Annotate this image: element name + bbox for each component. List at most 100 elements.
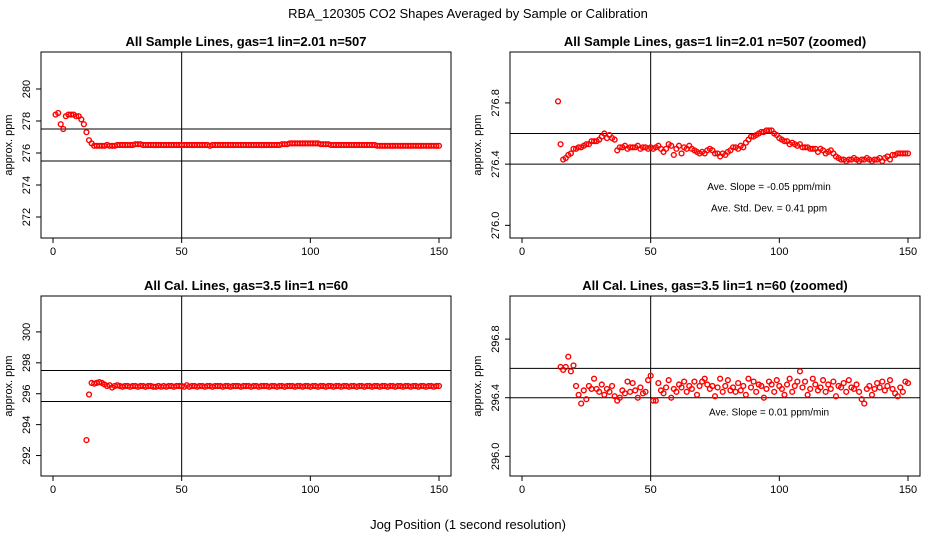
data-point (675, 142, 683, 149)
data-point (760, 394, 767, 401)
data-point (626, 388, 634, 395)
data-point (801, 378, 809, 385)
data-point (83, 436, 90, 444)
x-tick-label: 50 (645, 246, 657, 258)
x-tick-label: 100 (301, 484, 319, 496)
data-point (804, 391, 811, 398)
data-point (840, 379, 847, 387)
y-tick-label: 294 (21, 415, 33, 433)
annotation-text: Ave. Slope = 0.01 ppm/min (709, 407, 829, 418)
data-point (578, 400, 585, 407)
data-point (832, 393, 840, 400)
data-point (583, 141, 590, 148)
panel-1: All Sample Lines, gas=1 lin=2.01 n=507 0 5… (3, 34, 452, 258)
x-tick-label: 100 (770, 484, 788, 496)
y-tick-label: 276.0 (490, 212, 502, 240)
data-point (663, 384, 670, 391)
data-point (701, 375, 708, 382)
data-point (80, 121, 87, 128)
data-point (850, 385, 858, 393)
data-point (562, 363, 569, 371)
data-point (845, 156, 852, 163)
data-point (904, 150, 912, 157)
data-point (570, 362, 577, 369)
data-point (73, 113, 80, 120)
y-tick-label: 296 (21, 385, 33, 403)
x-tick-label: 150 (899, 246, 917, 258)
data-point (735, 379, 742, 387)
data-point (889, 151, 896, 159)
data-point (83, 129, 90, 136)
data-point (750, 378, 757, 385)
data-point (624, 378, 631, 385)
y-tick-label: 300 (21, 323, 33, 341)
data-point (796, 368, 804, 375)
data-point (668, 394, 675, 401)
data-point (670, 151, 677, 159)
data-point (435, 382, 443, 390)
x-tick-label: 150 (899, 484, 917, 496)
data-point (845, 377, 852, 384)
data-point (719, 388, 726, 395)
panel-3: All Cal. Lines, gas=3.5 lin=1 n=60 0 50 100… (3, 278, 452, 496)
data-point (765, 127, 773, 134)
data-point (876, 384, 883, 391)
data-point (791, 382, 798, 390)
data-point (747, 133, 755, 140)
data-point (629, 379, 636, 387)
panel-2: All Sample Lines, gas=1 lin=2.01 n=507 (… (472, 34, 921, 258)
data-point (60, 125, 67, 133)
x-tick-label: 150 (430, 484, 448, 496)
data-point (714, 384, 721, 391)
data-point (433, 142, 440, 149)
plot-frame (40, 295, 452, 477)
y-tick-label: 296.4 (490, 384, 502, 412)
data-point (861, 400, 868, 407)
data-point (879, 378, 886, 385)
data-point (758, 382, 765, 390)
data-point (590, 375, 598, 382)
data-point (704, 381, 711, 388)
data-point (567, 150, 574, 157)
data-point (812, 381, 819, 388)
data-point (85, 391, 93, 398)
data-point (78, 116, 85, 123)
x-axis-label: Jog Position (1 second resolution) (370, 517, 566, 532)
panel-title: All Cal. Lines, gas=3.5 lin=1 n=60 (zoom… (582, 278, 848, 293)
data-point (637, 384, 644, 391)
x-tick-label: 0 (519, 246, 525, 258)
data-point (580, 387, 587, 394)
data-point (807, 385, 814, 393)
data-point (789, 388, 796, 395)
data-point (601, 130, 608, 137)
data-point (858, 156, 865, 163)
x-tick-label: 50 (176, 246, 188, 258)
data-point (830, 378, 837, 385)
data-point (565, 353, 572, 360)
data-point (747, 384, 755, 391)
data-point (778, 385, 786, 393)
data-point (554, 98, 562, 105)
data-point (583, 396, 590, 403)
data-point (611, 393, 618, 400)
data-point (856, 388, 863, 395)
data-point (678, 384, 685, 391)
data-point (740, 144, 747, 151)
data-point (897, 384, 904, 391)
data-point (825, 381, 832, 388)
data-point (786, 375, 793, 382)
data-point (678, 150, 685, 157)
x-tick-label: 50 (645, 484, 657, 496)
data-point (673, 388, 680, 395)
data-point (742, 391, 749, 398)
x-tick-label: 150 (430, 246, 448, 258)
data-point (621, 390, 629, 397)
data-point (67, 111, 75, 118)
data-point (598, 381, 605, 388)
data-point (801, 144, 809, 151)
plot-frame (509, 51, 921, 239)
panel-title: All Cal. Lines, gas=3.5 lin=1 n=60 (144, 278, 348, 293)
figure-title: RBA_120305 CO2 Shapes Averaged by Sample… (288, 6, 648, 21)
panel-title: All Sample Lines, gas=1 lin=2.01 n=507 (126, 34, 367, 49)
